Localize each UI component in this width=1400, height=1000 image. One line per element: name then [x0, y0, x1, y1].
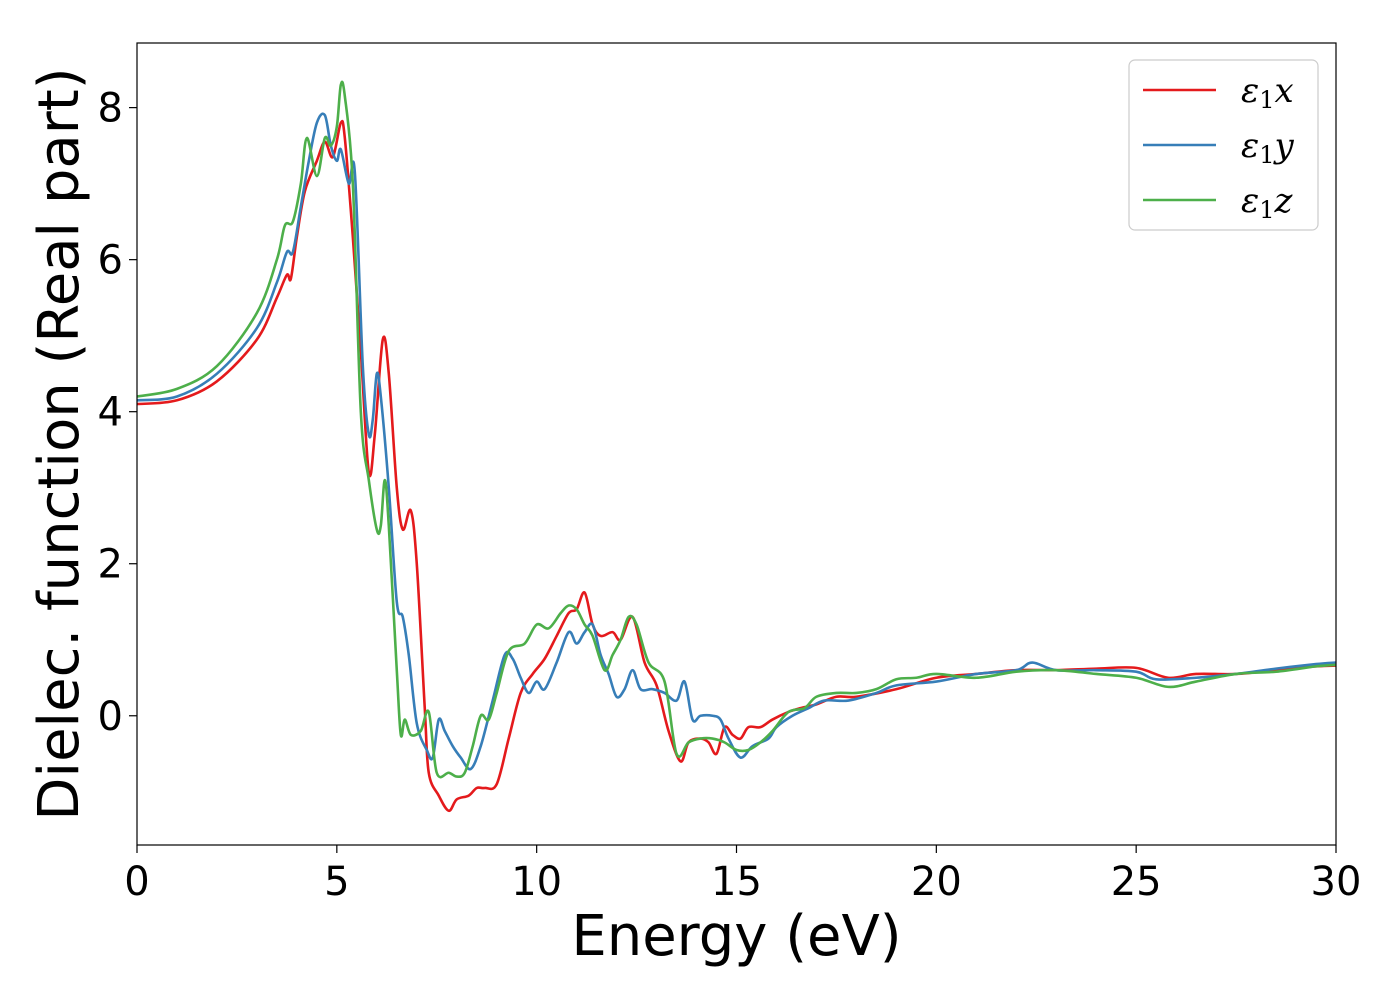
- plot-area: [137, 80, 1336, 813]
- x-tick-label: 0: [124, 859, 149, 905]
- y-tick-label: 0: [98, 694, 123, 740]
- legend-label-z: ε1z: [1241, 181, 1294, 224]
- x-tick-label: 15: [711, 859, 762, 905]
- x-axis-label: Energy (eV): [571, 904, 901, 969]
- y-tick-label: 2: [98, 542, 123, 588]
- legend-label-x: ε1x: [1241, 71, 1294, 114]
- series-line-z: [137, 80, 1336, 779]
- y-tick-label: 6: [98, 238, 123, 284]
- axes: 0 5 10 15 20 25 30 0 2 4 6 8: [98, 42, 1362, 905]
- y-tick-label: 4: [98, 390, 123, 436]
- x-tick-label: 25: [1111, 859, 1162, 905]
- series-line-y: [137, 112, 1336, 771]
- legend: ε1x ε1y ε1z: [1128, 59, 1319, 231]
- legend-label-y: ε1y: [1241, 126, 1295, 169]
- x-tick-label: 20: [911, 859, 962, 905]
- legend-box: [1128, 59, 1319, 231]
- x-tick-label: 10: [511, 859, 562, 905]
- x-tick-label: 5: [324, 859, 349, 905]
- y-axis-label: Dielec. function (Real part): [27, 67, 92, 820]
- x-tick-label: 30: [1311, 859, 1362, 905]
- y-tick-label: 8: [98, 86, 123, 132]
- series-line-x: [137, 119, 1336, 813]
